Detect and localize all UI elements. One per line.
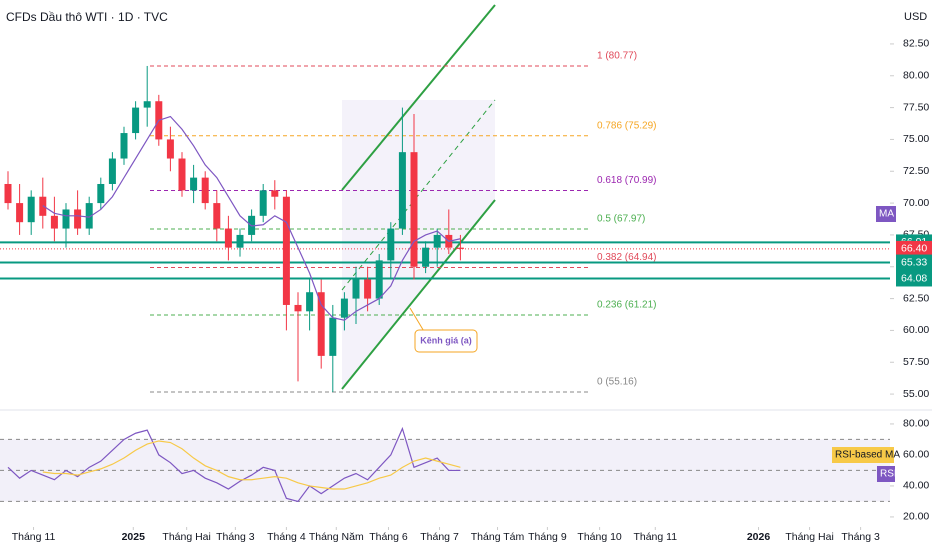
candle-body <box>410 152 418 267</box>
chart-title: CFDs Dầu thô WTI · 1D · TVC <box>6 10 168 24</box>
y-tick-label: 72.50 <box>903 165 929 177</box>
candle-body <box>132 107 140 134</box>
annotation: Kênh giá (a) <box>420 335 472 345</box>
candle-body <box>364 279 372 299</box>
candle-body <box>456 247 464 249</box>
fib-label: 0.5 (67.97) <box>597 214 645 225</box>
price-tag-label: 65.33 <box>901 256 927 268</box>
price-tag <box>896 254 932 271</box>
y-tick-label: 20.00 <box>903 511 929 523</box>
price-tag <box>896 240 932 257</box>
x-tick-label: Tháng Năm <box>309 531 364 543</box>
candle-body <box>27 196 35 223</box>
candle-body <box>398 152 406 229</box>
fib-label: 1 (80.77) <box>597 51 637 62</box>
x-tick-label: Tháng 11 <box>12 531 56 543</box>
currency: USD <box>904 11 927 23</box>
candle-body <box>190 177 198 191</box>
candle-body <box>317 292 325 356</box>
y-tick-label: 40.00 <box>903 480 929 492</box>
y-tick-label: 77.50 <box>903 101 929 113</box>
candle-body <box>282 196 290 305</box>
channel-lower <box>341 199 496 390</box>
x-tick-label: Tháng 3 <box>216 531 255 543</box>
x-tick-label: Tháng 9 <box>528 531 567 543</box>
x-tick-label: 2026 <box>747 531 771 543</box>
candle-body <box>201 177 209 204</box>
x-tick-label: Tháng 7 <box>420 531 459 543</box>
candle-body <box>236 234 244 248</box>
y-tick-label: 60.00 <box>903 324 929 336</box>
x-tick-label: Tháng Hai <box>785 531 833 543</box>
fib-label: 0.382 (64.94) <box>597 252 657 263</box>
price-tag-label: 66.40 <box>901 243 927 255</box>
candle-body <box>433 234 441 248</box>
rsi-line <box>7 426 461 503</box>
candle-body <box>97 183 105 204</box>
candle-body <box>108 158 116 184</box>
candle-body <box>166 139 174 159</box>
y-tick-label: 57.50 <box>903 356 929 368</box>
candle-body <box>387 228 395 261</box>
channel-upper <box>341 4 496 191</box>
ma-tag-label: MA <box>879 209 894 220</box>
candle-body <box>62 209 70 229</box>
legend-label: RSI <box>880 469 897 480</box>
y-tick-label: 70.00 <box>903 197 929 209</box>
price-tag-label: 64.08 <box>901 272 927 284</box>
y-tick-label: 55.00 <box>903 388 929 400</box>
x-tick-label: Tháng 11 <box>633 531 677 543</box>
y-tick-label: 82.50 <box>903 38 929 50</box>
x-tick-label: Tháng 4 <box>267 531 306 543</box>
legend-label: RSI-based MA <box>835 450 900 461</box>
candle-body <box>306 292 314 312</box>
candle-body <box>352 279 360 299</box>
fib-label: 0.618 (70.99) <box>597 175 657 186</box>
x-tick-label: Tháng Tám <box>471 531 525 543</box>
candle-body <box>16 203 24 223</box>
candle-body <box>329 317 337 356</box>
y-tick-label: 62.50 <box>903 292 929 304</box>
rsi-line <box>42 440 461 490</box>
candle-body <box>271 190 279 197</box>
x-tick-label: Tháng 6 <box>369 531 408 543</box>
candle-body <box>340 298 348 318</box>
candle-body <box>224 228 232 248</box>
candle-body <box>50 215 58 229</box>
x-tick-label: Tháng 3 <box>841 531 880 543</box>
candle-body <box>259 190 267 216</box>
candle-body <box>74 209 82 229</box>
legend-tag <box>877 466 895 482</box>
candle-body <box>120 133 128 159</box>
y-tick-label: 80.00 <box>903 70 929 82</box>
channel-fill <box>342 100 495 389</box>
candle-body <box>143 101 151 108</box>
y-tick-label: 80.00 <box>903 418 929 430</box>
candle-body <box>213 203 221 229</box>
candle-body <box>85 203 93 229</box>
candle-body <box>422 247 430 267</box>
y-tick-label: 60.00 <box>903 449 929 461</box>
candle-body <box>178 158 186 191</box>
ma-tag <box>876 206 896 222</box>
annotation-box <box>414 329 478 353</box>
price-tag <box>896 270 932 287</box>
ma-line <box>42 115 461 321</box>
legend-tag <box>832 447 894 463</box>
x-tick-label: Tháng Hai <box>162 531 210 543</box>
channel-mid <box>341 99 496 291</box>
fib-label: 0 (55.16) <box>597 377 637 388</box>
fib-label: 0.786 (75.29) <box>597 120 657 131</box>
candle-body <box>375 260 383 299</box>
annotation-pointer <box>409 307 426 334</box>
rsi-band-fill <box>0 439 890 502</box>
candle-body <box>294 304 302 312</box>
x-tick-label: 2025 <box>122 531 146 543</box>
candle-body <box>4 183 12 204</box>
y-tick-label: 75.00 <box>903 133 929 145</box>
fib-label: 0.236 (61.21) <box>597 300 657 311</box>
x-tick-label: Tháng 10 <box>577 531 622 543</box>
